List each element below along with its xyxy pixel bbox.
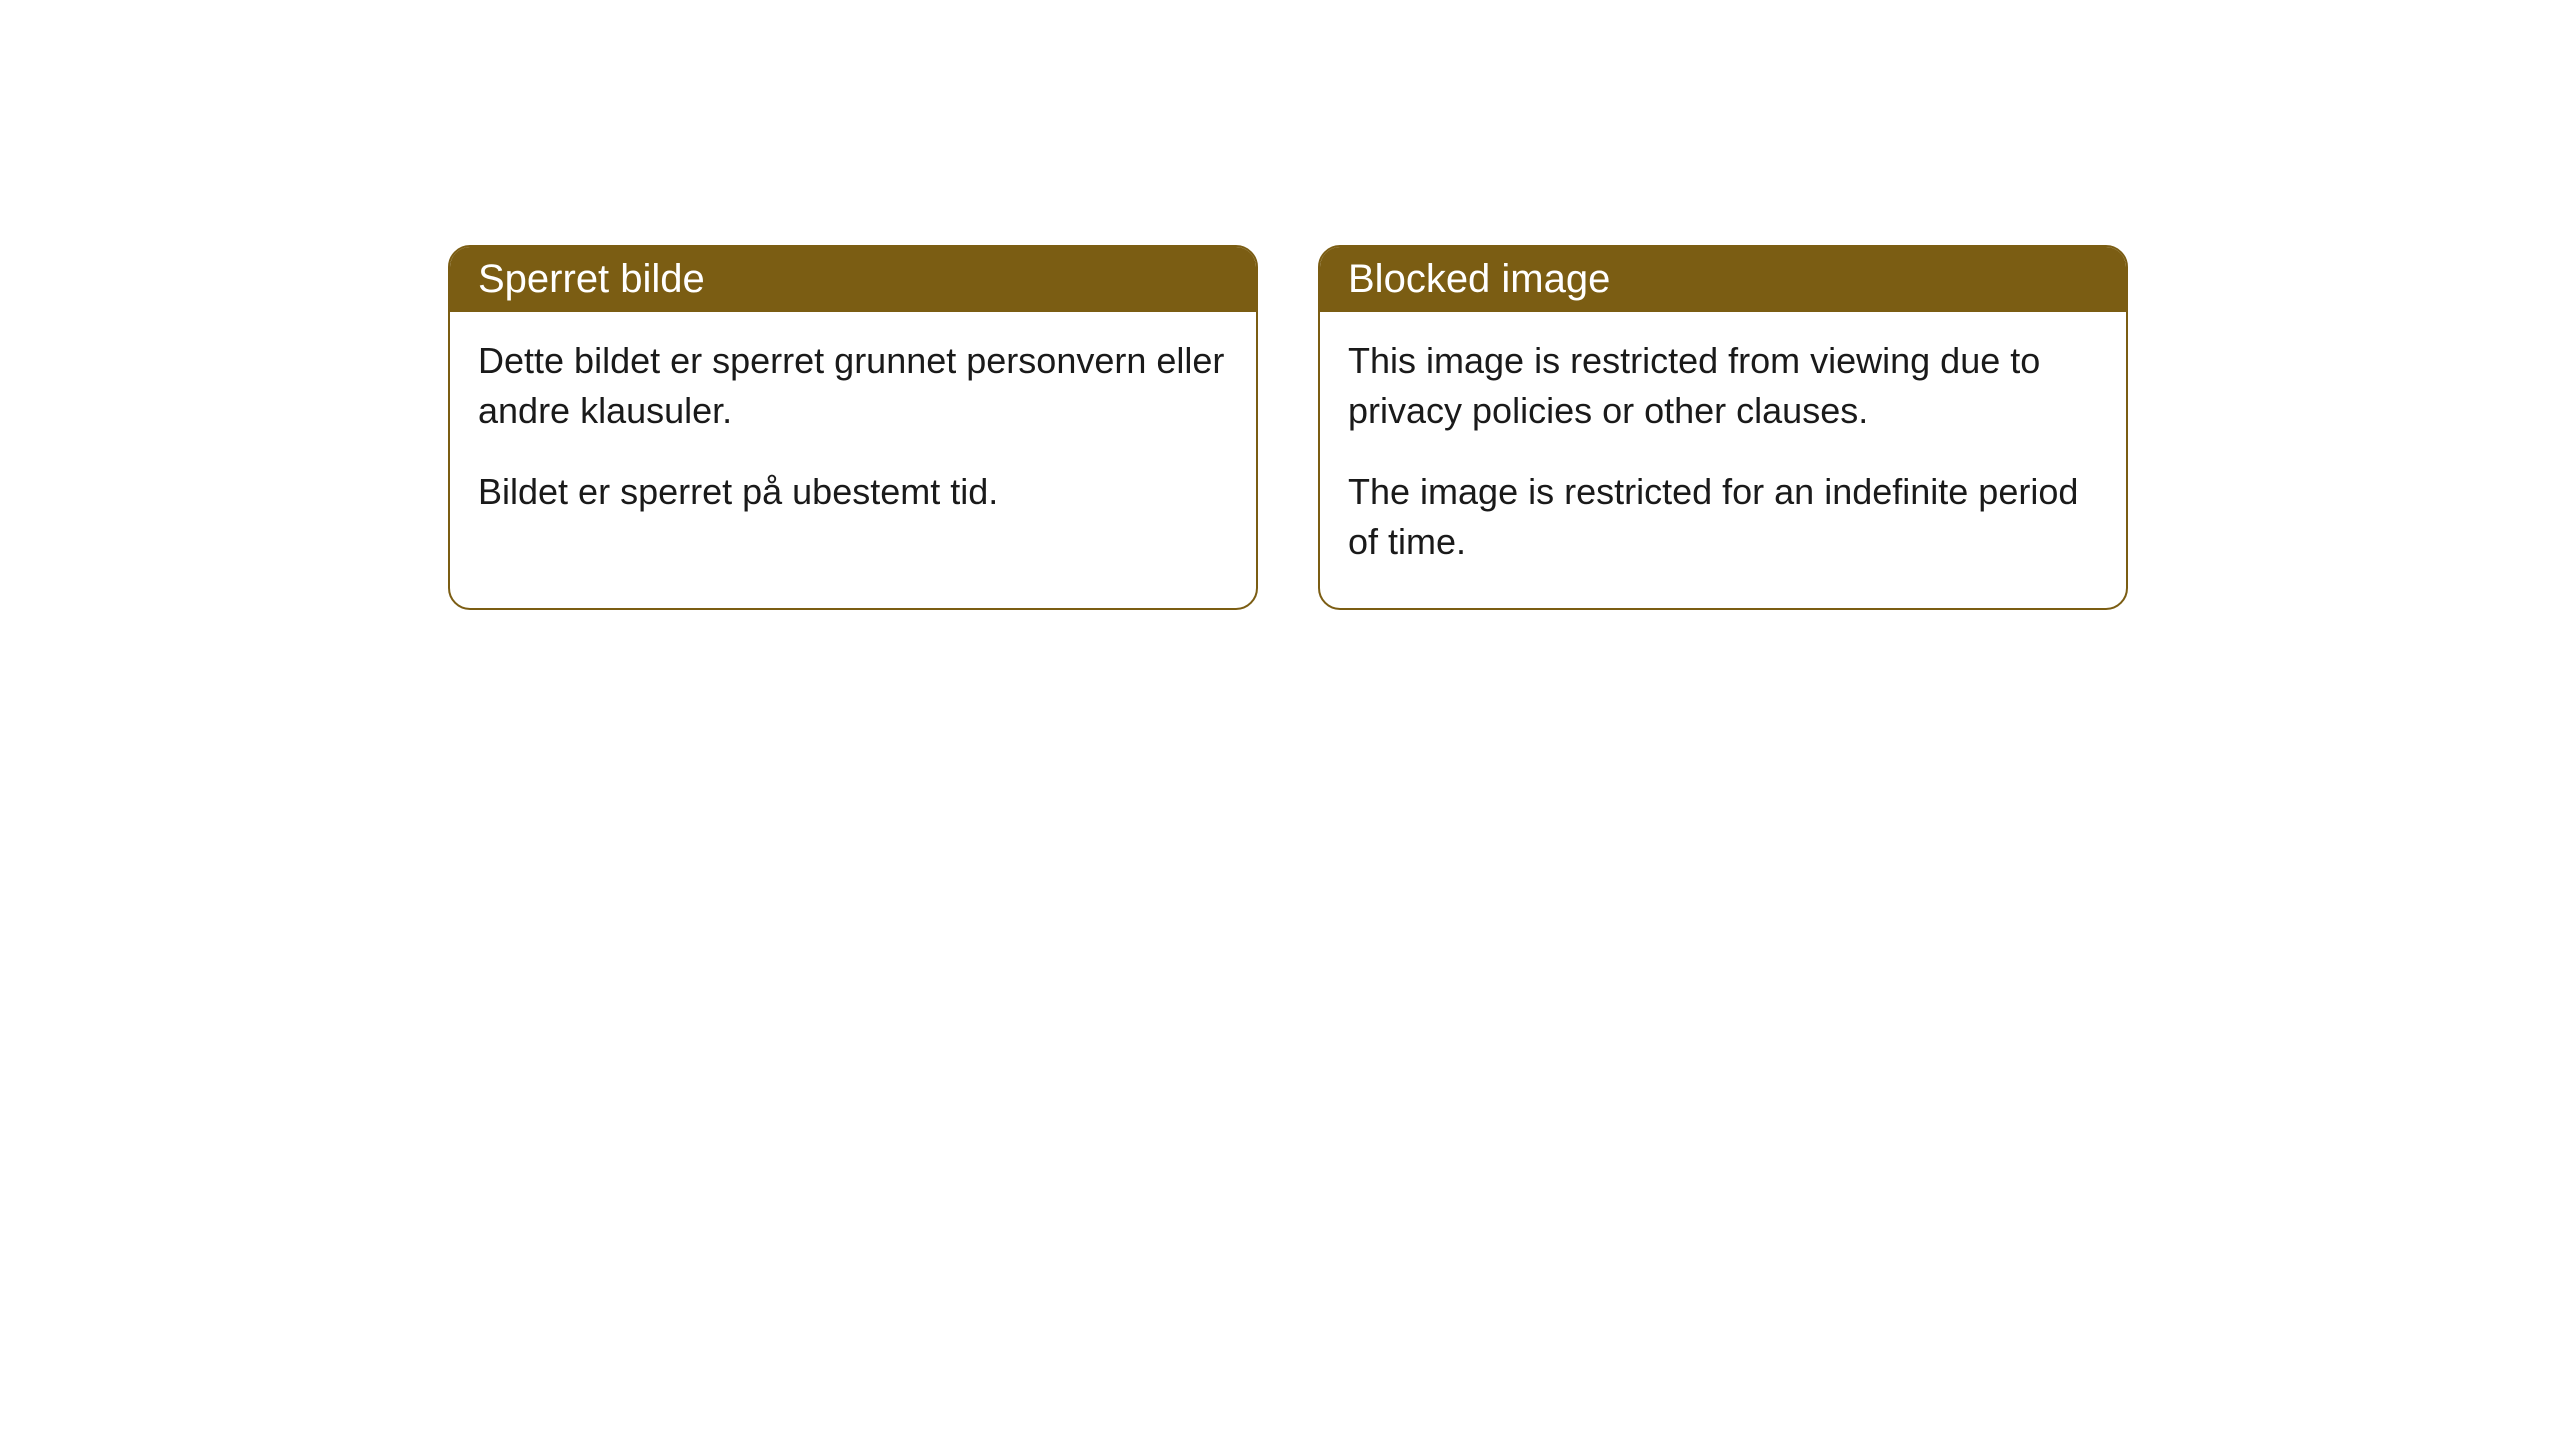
card-title: Sperret bilde bbox=[478, 257, 705, 301]
notice-card-norwegian: Sperret bilde Dette bildet er sperret gr… bbox=[448, 245, 1258, 610]
card-body-english: This image is restricted from viewing du… bbox=[1320, 312, 2126, 608]
card-header-norwegian: Sperret bilde bbox=[450, 247, 1256, 312]
card-title: Blocked image bbox=[1348, 257, 1610, 301]
card-paragraph: Bildet er sperret på ubestemt tid. bbox=[478, 467, 1228, 517]
card-paragraph: This image is restricted from viewing du… bbox=[1348, 336, 2098, 437]
notice-card-english: Blocked image This image is restricted f… bbox=[1318, 245, 2128, 610]
notice-cards-container: Sperret bilde Dette bildet er sperret gr… bbox=[0, 0, 2560, 610]
card-paragraph: The image is restricted for an indefinit… bbox=[1348, 467, 2098, 568]
card-paragraph: Dette bildet er sperret grunnet personve… bbox=[478, 336, 1228, 437]
card-body-norwegian: Dette bildet er sperret grunnet personve… bbox=[450, 312, 1256, 557]
card-header-english: Blocked image bbox=[1320, 247, 2126, 312]
